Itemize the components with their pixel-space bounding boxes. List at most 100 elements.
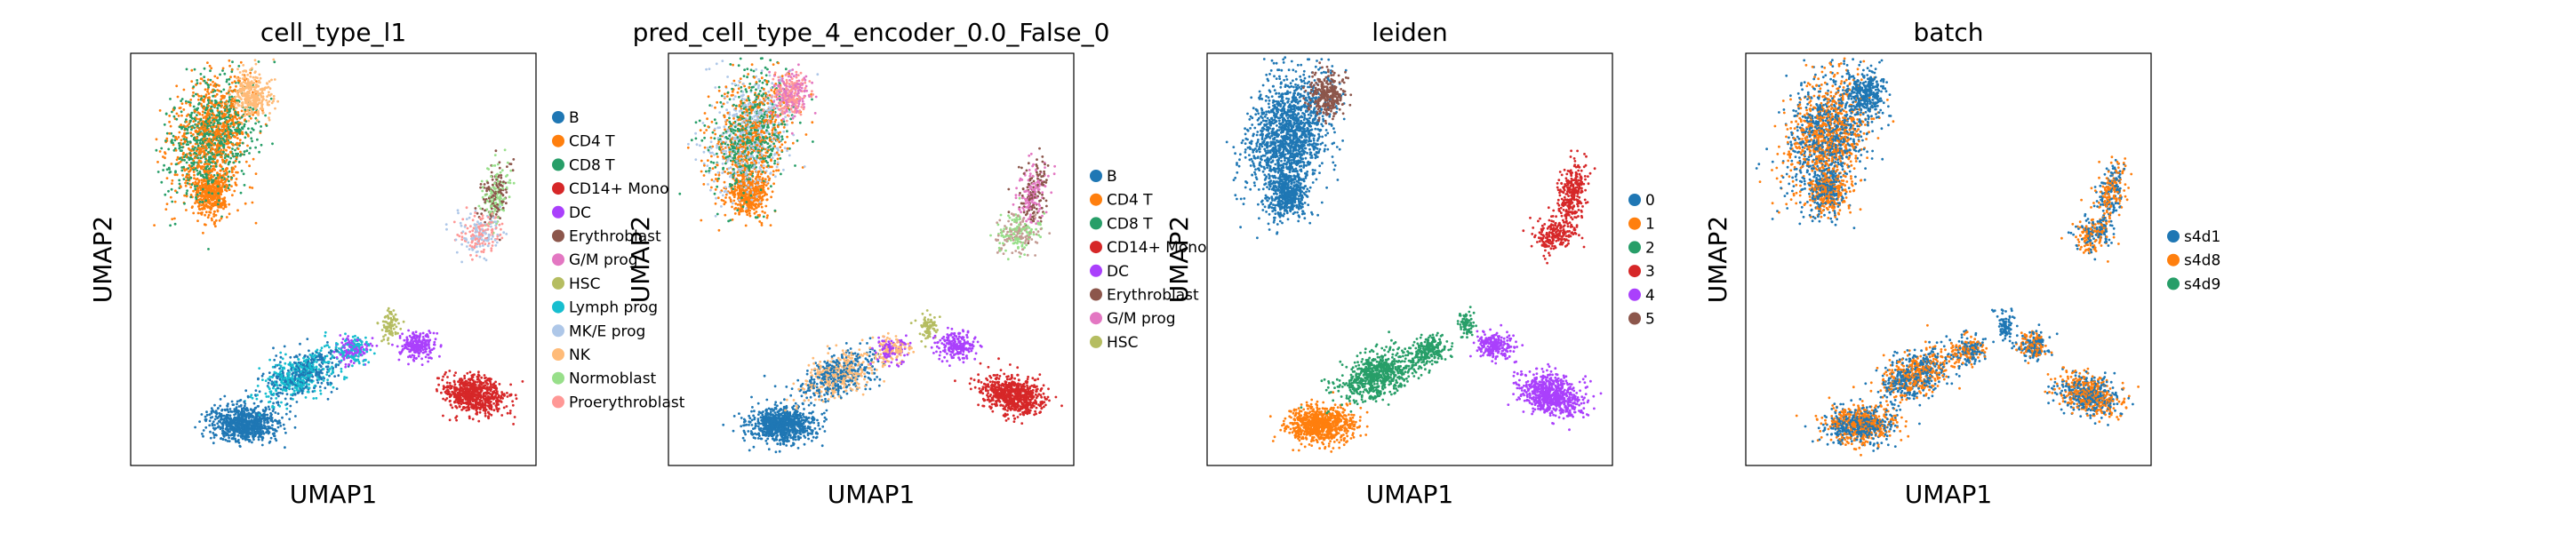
scatter-point <box>332 369 334 372</box>
scatter-point <box>325 354 329 358</box>
scatter-point <box>271 376 274 379</box>
scatter-point <box>268 401 270 403</box>
scatter-point <box>207 248 210 251</box>
scatter-point <box>240 109 244 113</box>
scatter-point <box>216 143 220 147</box>
scatter-point <box>196 114 198 117</box>
scatter-point <box>246 98 250 101</box>
scatter-point <box>399 327 403 330</box>
scatter-point <box>386 338 389 342</box>
scatter-point <box>252 157 255 161</box>
scatter-point <box>257 101 260 105</box>
scatter-point <box>226 404 229 408</box>
scatter-point <box>224 161 228 163</box>
scatter-point <box>392 309 396 312</box>
scatter-point <box>287 369 290 372</box>
scatter-point <box>223 72 227 76</box>
scatter-point <box>219 418 222 421</box>
scatter-point <box>170 187 173 191</box>
scatter-point <box>196 205 200 208</box>
scatter-point <box>261 435 264 439</box>
scatter-point <box>215 198 219 202</box>
scatter-point <box>204 185 208 188</box>
scatter-point <box>420 357 423 361</box>
scatter-point <box>244 425 247 428</box>
scatter-point <box>217 130 220 133</box>
scatter-point <box>219 420 222 424</box>
scatter-point <box>259 130 262 133</box>
scatter-point <box>270 78 273 82</box>
scatter-point <box>258 427 261 431</box>
scatter-point <box>214 179 218 182</box>
scatter-point <box>223 106 227 109</box>
scatter-point <box>199 73 203 76</box>
scatter-point <box>296 392 300 394</box>
scatter-point <box>308 386 311 390</box>
scatter-point <box>272 406 276 409</box>
scatter-point <box>209 69 212 73</box>
scatter-point <box>254 420 258 423</box>
scatter-point <box>440 391 443 394</box>
scatter-point <box>419 334 421 338</box>
scatter-point <box>485 189 488 193</box>
scatter-point <box>226 78 228 82</box>
scatter-point <box>238 116 241 120</box>
scatter-point <box>207 191 211 195</box>
scatter-point <box>180 125 183 129</box>
scatter-point <box>319 392 323 395</box>
scatter-point <box>412 354 416 357</box>
scatter-point <box>239 60 243 64</box>
scatter-point <box>180 155 184 159</box>
scatter-point <box>500 197 502 200</box>
scatter-point <box>194 110 197 113</box>
scatter-point <box>481 214 484 218</box>
scatter-point <box>325 373 329 376</box>
scatter-point <box>188 163 191 167</box>
scatter-point <box>317 368 321 371</box>
scatter-point <box>228 212 231 216</box>
scatter-point <box>185 192 188 195</box>
scatter-point <box>215 133 219 137</box>
scatter-point <box>186 140 189 144</box>
scatter-point <box>460 260 463 264</box>
scatter-point <box>230 142 234 146</box>
scatter-point <box>279 361 282 364</box>
scatter-point <box>465 206 468 210</box>
scatter-point <box>478 227 482 231</box>
scatter-point <box>197 101 201 105</box>
scatter-point <box>364 336 367 339</box>
scatter-point <box>226 408 228 411</box>
scatter-point <box>387 342 390 346</box>
scatter-point <box>284 384 287 387</box>
scatter-point <box>327 370 331 373</box>
scatter-point <box>260 125 262 128</box>
scatter-point <box>204 111 207 115</box>
scatter-point <box>389 320 393 323</box>
scatter-point <box>202 150 205 154</box>
scatter-point <box>219 398 222 401</box>
scatter-point <box>221 124 225 127</box>
scatter-point <box>334 363 338 367</box>
scatter-point <box>167 189 170 193</box>
scatter-point <box>340 341 344 345</box>
scatter-point <box>491 231 493 235</box>
scatter-point <box>488 377 492 380</box>
scatter-point <box>322 379 325 382</box>
scatter-point <box>340 349 344 353</box>
scatter-point <box>190 111 194 115</box>
scatter-point <box>364 358 367 362</box>
scatter-point <box>241 141 244 145</box>
scatter-point <box>276 412 280 415</box>
scatter-point <box>234 427 237 431</box>
scatter-point <box>496 203 499 206</box>
scatter-point <box>480 376 484 379</box>
scatter-point <box>267 405 270 409</box>
scatter-point <box>237 142 240 146</box>
scatter-point <box>213 196 217 200</box>
scatter-point <box>281 416 284 419</box>
scatter-point <box>455 418 458 422</box>
scatter-point <box>180 146 184 149</box>
scatter-point <box>203 197 205 201</box>
scatter-point <box>212 222 216 226</box>
scatter-point <box>212 89 214 91</box>
